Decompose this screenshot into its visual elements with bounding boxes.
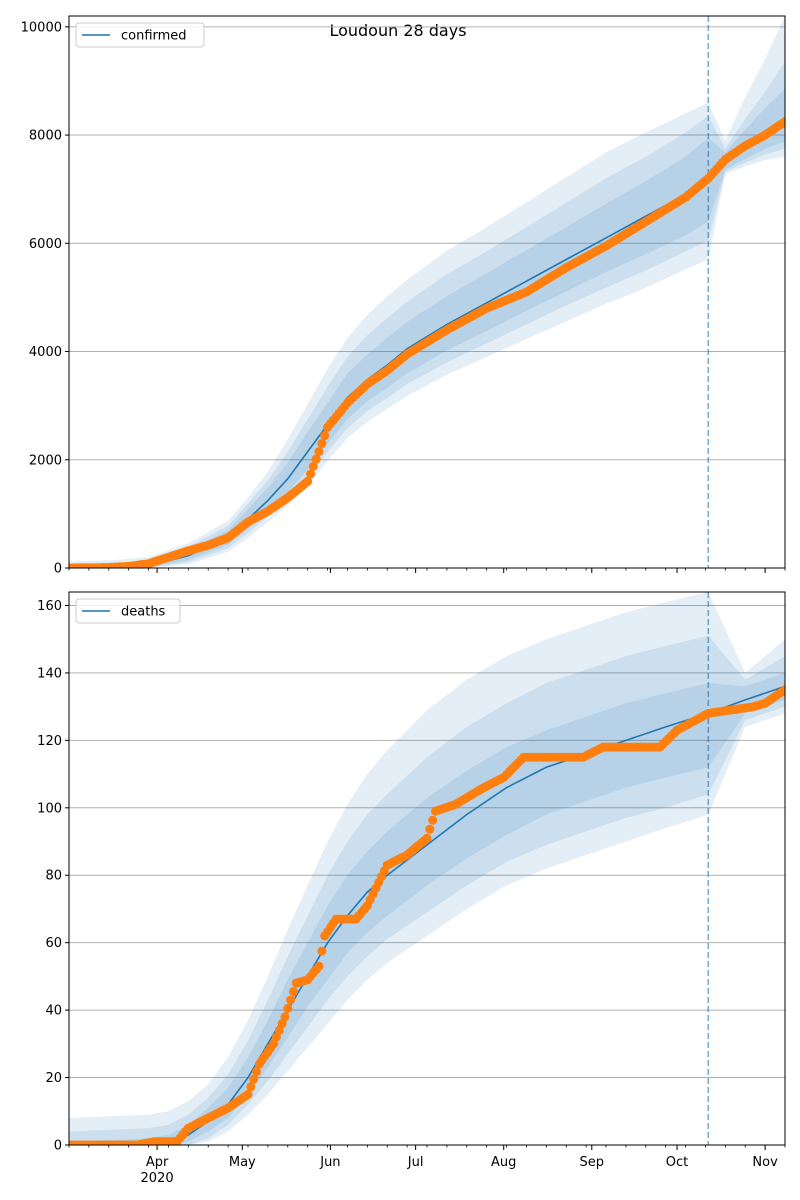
- data-point: [311, 454, 321, 464]
- data-point: [428, 815, 438, 825]
- axes-frame: [68, 591, 786, 1146]
- x-tick-label: Jul: [407, 1155, 424, 1170]
- y-tick-label: 4000: [29, 345, 62, 360]
- y-tick-label: 80: [45, 869, 62, 884]
- data-point: [249, 1074, 259, 1084]
- y-tick-label: 100: [37, 801, 62, 816]
- data-point: [303, 476, 313, 486]
- figure-title: Loudoun 28 days: [329, 21, 466, 40]
- data-point: [320, 430, 330, 440]
- uncertainty-band: [69, 672, 785, 1145]
- data-point: [422, 833, 432, 843]
- uncertainty-band: [69, 62, 785, 568]
- panels: 0 2000 4000 6000 8000 10000 confirmed 0 20 40 60 80…: [21, 15, 786, 1186]
- y-tick-label: 2000: [29, 453, 62, 468]
- x-tick-label: May: [229, 1155, 256, 1170]
- y-tick-label: 20: [45, 1071, 62, 1086]
- legend-label: deaths: [121, 605, 166, 620]
- x-tick-label: Sep: [580, 1155, 605, 1170]
- y-tick-label: 10000: [21, 20, 62, 35]
- data-point: [317, 946, 327, 956]
- uncertainty-band: [69, 635, 785, 1145]
- data-point: [780, 117, 785, 126]
- x-tick-year-label: 2020: [141, 1171, 174, 1186]
- data-point: [283, 1003, 293, 1013]
- data-point: [252, 1067, 261, 1077]
- y-tick-label: 120: [37, 734, 62, 749]
- chart-panel-confirmed: 0 2000 4000 6000 8000 10000 confirmed: [21, 15, 786, 577]
- data-point: [286, 995, 296, 1005]
- data-point: [306, 469, 315, 479]
- observed-points: [69, 685, 785, 1145]
- legend: deaths: [75, 598, 181, 624]
- data-point: [308, 462, 318, 471]
- data-point: [243, 1089, 253, 1099]
- uncertainty-band: [69, 592, 785, 1145]
- x-tick-label: Aug: [491, 1155, 516, 1170]
- y-tick-label: 8000: [29, 129, 62, 144]
- legend-label: confirmed: [121, 29, 187, 44]
- y-tick-label: 160: [37, 599, 62, 614]
- axes-frame: [68, 15, 786, 569]
- x-tick-label: Oct: [666, 1155, 688, 1170]
- y-tick-label: 0: [54, 1139, 62, 1154]
- data-point: [314, 447, 324, 457]
- y-tick-label: 140: [37, 666, 62, 681]
- x-tick-label: Jun: [319, 1155, 340, 1170]
- data-point: [425, 824, 435, 834]
- legend: confirmed: [75, 22, 205, 48]
- data-point: [317, 439, 327, 448]
- data-point: [246, 1082, 256, 1092]
- y-tick-label: 60: [45, 936, 62, 951]
- x-tick-label: Apr: [146, 1155, 169, 1170]
- legend-box: [75, 598, 181, 624]
- y-tick-label: 0: [54, 562, 62, 577]
- observed-points: [69, 117, 785, 568]
- x-tick-label: Nov: [752, 1155, 778, 1170]
- data-point: [280, 1012, 290, 1022]
- data-point: [780, 685, 785, 695]
- uncertainty-band: [69, 16, 785, 568]
- data-point: [274, 1025, 284, 1035]
- legend-box: [75, 22, 205, 48]
- uncertainty-band: [69, 89, 785, 568]
- y-tick-label: 6000: [29, 237, 62, 252]
- data-point: [314, 961, 324, 971]
- y-tick-label: 40: [45, 1004, 62, 1019]
- data-point: [289, 987, 298, 997]
